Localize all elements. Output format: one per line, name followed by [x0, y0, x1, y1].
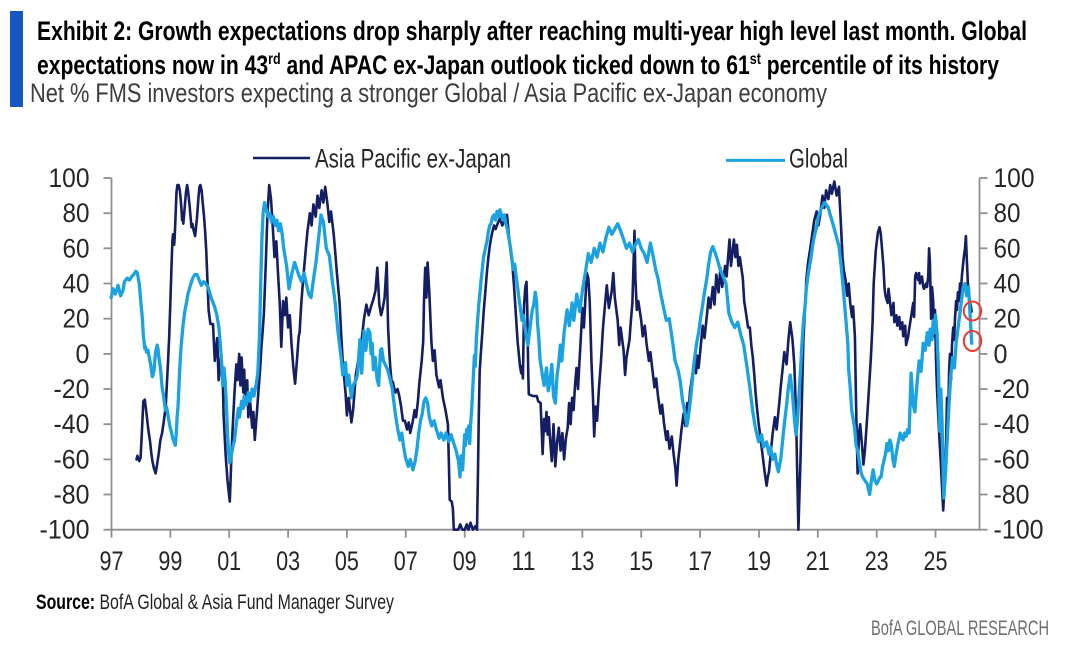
- svg-text:60: 60: [63, 233, 90, 263]
- svg-text:17: 17: [688, 546, 712, 576]
- svg-text:100: 100: [49, 163, 90, 193]
- svg-text:0: 0: [76, 339, 90, 369]
- svg-text:-60: -60: [54, 444, 90, 474]
- svg-text:80: 80: [63, 198, 90, 228]
- svg-text:23: 23: [865, 546, 889, 576]
- svg-text:Asia Pacific ex-Japan: Asia Pacific ex-Japan: [315, 144, 511, 174]
- svg-text:11: 11: [512, 546, 536, 576]
- svg-text:-20: -20: [54, 374, 90, 404]
- svg-text:13: 13: [570, 546, 594, 576]
- svg-text:40: 40: [994, 269, 1021, 299]
- svg-text:03: 03: [276, 546, 300, 576]
- svg-text:-80: -80: [54, 480, 90, 510]
- svg-text:60: 60: [994, 233, 1021, 263]
- svg-text:100: 100: [994, 163, 1035, 193]
- svg-text:-100: -100: [994, 515, 1044, 545]
- svg-text:-40: -40: [994, 409, 1030, 439]
- svg-text:-60: -60: [994, 444, 1030, 474]
- svg-text:19: 19: [747, 546, 771, 576]
- svg-text:40: 40: [63, 269, 90, 299]
- svg-text:80: 80: [994, 198, 1021, 228]
- svg-text:97: 97: [100, 546, 124, 576]
- svg-text:20: 20: [63, 304, 90, 334]
- svg-text:-20: -20: [994, 374, 1030, 404]
- svg-text:15: 15: [629, 546, 653, 576]
- svg-text:-40: -40: [54, 409, 90, 439]
- svg-text:99: 99: [158, 546, 182, 576]
- svg-text:0: 0: [994, 339, 1008, 369]
- svg-text:05: 05: [335, 546, 359, 576]
- svg-text:25: 25: [924, 546, 948, 576]
- svg-text:-80: -80: [994, 480, 1030, 510]
- svg-text:07: 07: [394, 546, 418, 576]
- svg-text:21: 21: [806, 546, 830, 576]
- svg-text:Global: Global: [789, 144, 848, 174]
- svg-text:20: 20: [994, 304, 1021, 334]
- svg-text:-100: -100: [40, 515, 90, 545]
- svg-text:01: 01: [217, 546, 241, 576]
- svg-text:09: 09: [453, 546, 477, 576]
